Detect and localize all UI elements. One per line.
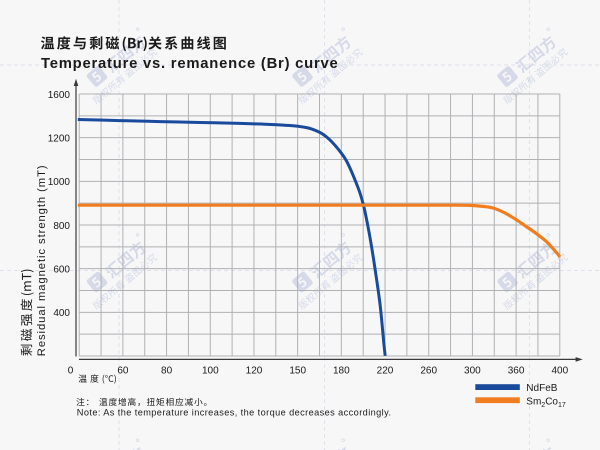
svg-text:1200: 1200 (48, 134, 71, 145)
svg-text:Note: As the temperature incre: Note: As the temperature increases, the … (77, 408, 392, 418)
svg-text:60: 60 (117, 365, 129, 376)
svg-text:0: 0 (68, 365, 74, 376)
svg-text:400: 400 (551, 365, 568, 376)
svg-text:260: 260 (420, 365, 437, 376)
svg-text:Temperature vs. remanence (Br): Temperature vs. remanence (Br) curve (41, 56, 339, 72)
svg-text:360: 360 (508, 365, 525, 376)
svg-text:Residual magnetic strength (mT: Residual magnetic strength (mT) (36, 164, 48, 356)
svg-text:1600: 1600 (48, 90, 71, 101)
svg-text:120: 120 (246, 365, 263, 376)
svg-text:600: 600 (53, 265, 70, 276)
svg-text:300: 300 (464, 365, 481, 376)
svg-text:80: 80 (161, 365, 173, 376)
svg-text:180: 180 (333, 365, 350, 376)
svg-text:100: 100 (202, 365, 219, 376)
svg-text:1000: 1000 (48, 177, 71, 188)
svg-text:220: 220 (377, 365, 394, 376)
svg-text:150: 150 (289, 365, 306, 376)
svg-text:Sm2Co17: Sm2Co17 (526, 397, 566, 409)
svg-text:400: 400 (53, 308, 70, 319)
svg-text:800: 800 (53, 221, 70, 232)
svg-text:NdFeB: NdFeB (526, 383, 557, 394)
